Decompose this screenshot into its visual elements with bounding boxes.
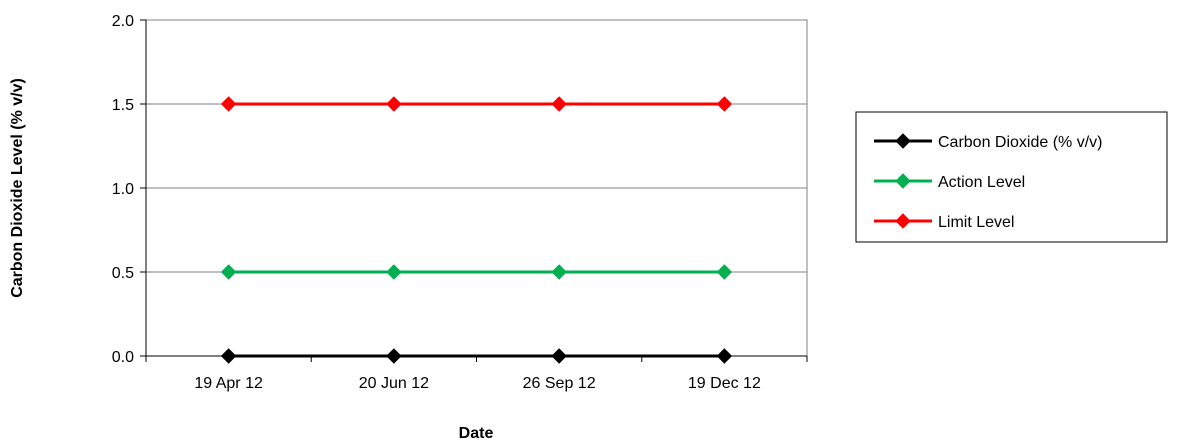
legend-item: Action Level [874, 173, 1025, 191]
legend: Carbon Dioxide (% v/v) Action Level Limit … [855, 111, 1168, 243]
legend-swatch-marker [895, 173, 911, 189]
x-tick-label: 20 Jun 12 [359, 375, 429, 392]
series-group [220, 348, 733, 364]
y-tick-labels: 0.0 0.5 1.0 1.5 2.0 [112, 13, 134, 366]
y-tick-label: 0.5 [112, 265, 134, 282]
series-group [220, 96, 733, 112]
legend-label: Action Level [938, 174, 1025, 191]
data-point [716, 96, 733, 112]
legend-label: Carbon Dioxide (% v/v) [938, 134, 1103, 151]
y-tick-label: 1.0 [112, 181, 134, 198]
x-tick-label: 26 Sep 12 [523, 375, 596, 392]
x-tick-labels: 19 Apr 12 20 Jun 12 26 Sep 12 19 Dec 12 [194, 375, 761, 392]
y-tick-label: 0.0 [112, 349, 134, 366]
data-point [551, 264, 567, 280]
series-group [220, 264, 733, 280]
data-point [220, 264, 237, 280]
legend-item: Limit Level [874, 213, 1014, 231]
gridlines [146, 19, 807, 273]
axes [140, 19, 808, 362]
data-point [551, 348, 567, 364]
data-point [386, 96, 402, 112]
data-point [716, 348, 733, 364]
data-point [386, 348, 402, 364]
legend-swatch-marker [895, 133, 911, 149]
legend-item: Carbon Dioxide (% v/v) [874, 133, 1103, 151]
data-point [220, 348, 237, 364]
data-point [386, 264, 402, 280]
data-point [551, 96, 567, 112]
x-tick-label: 19 Dec 12 [688, 375, 761, 392]
y-tick-label: 2.0 [112, 13, 134, 30]
data-point [716, 264, 733, 280]
x-tick-label: 19 Apr 12 [194, 375, 263, 392]
legend-swatch-marker [895, 213, 911, 229]
legend-label: Limit Level [938, 214, 1014, 231]
y-axis-title: Carbon Dioxide Level (% v/v) [9, 78, 26, 298]
data-point [220, 96, 237, 112]
series [220, 96, 733, 364]
y-tick-label: 1.5 [112, 97, 134, 114]
x-axis-title: Date [459, 425, 494, 442]
